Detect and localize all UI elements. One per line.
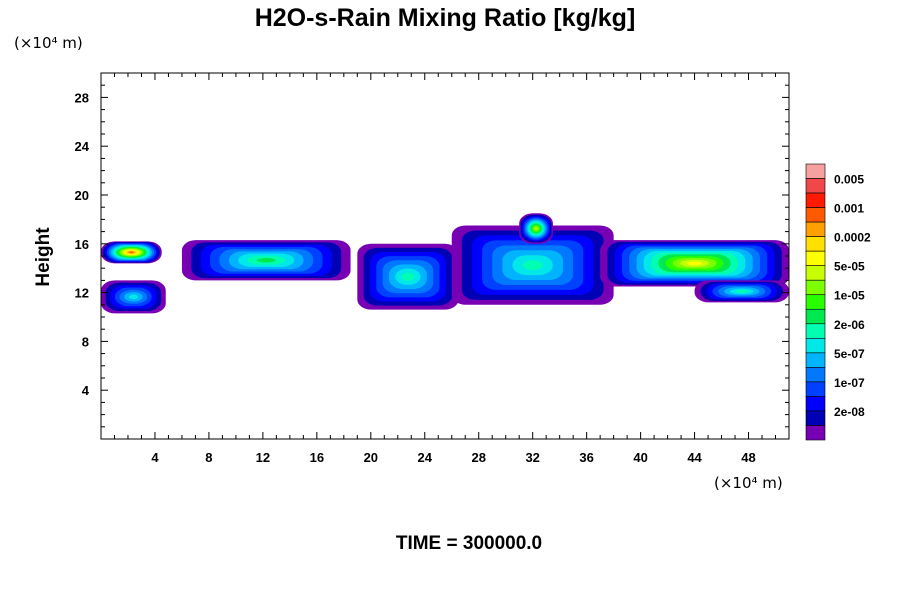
x-tick-label-36: 36	[579, 450, 593, 465]
x-tick-label-8: 8	[205, 450, 212, 465]
colorbar-label-7: 1e-07	[834, 376, 865, 390]
colorbar-swatch-12	[805, 338, 826, 354]
y-tick-label-28: 28	[75, 90, 89, 105]
x-tick-label-32: 32	[525, 450, 539, 465]
colorbar-swatch-17	[805, 410, 826, 426]
cloud-band-0-layer-15	[129, 251, 134, 254]
cloud-band-5-layer-11	[534, 227, 538, 230]
colorbar-swatch-10	[805, 308, 826, 325]
cloud-band-3-layer-7	[401, 272, 415, 281]
cloud-band-1-layer-6	[128, 294, 139, 300]
y-tick-label-8: 8	[82, 334, 89, 349]
x-tick-label-4: 4	[151, 450, 159, 465]
colorbar-swatch-8	[805, 279, 826, 296]
x-tick-label-44: 44	[687, 450, 702, 465]
colorbar-swatch-6	[805, 250, 826, 266]
y-unit-label: (×10⁴ m)	[14, 34, 83, 52]
x-tick-label-48: 48	[741, 450, 755, 465]
colorbar-label-6: 5e-07	[834, 347, 865, 361]
colorbar-swatch-11	[805, 323, 826, 339]
cloud-band-2-layer-8	[256, 258, 276, 263]
time-label: TIME = 300000.0	[396, 533, 542, 554]
x-tick-label-40: 40	[633, 450, 647, 465]
y-tick-label-16: 16	[75, 237, 89, 252]
y-axis-label: Height	[33, 227, 54, 287]
x-axis: 4 8 12 16 20 24 28 32 36 40 44 48	[113, 73, 777, 465]
colorbar-swatch-18	[805, 425, 826, 441]
colorbar-swatch-15	[805, 381, 826, 397]
y-tick-label-24: 24	[75, 139, 90, 154]
cloud-band-4-layer-7	[522, 260, 543, 271]
colorbar-swatch-9	[805, 294, 826, 310]
x-tick-label-12: 12	[256, 450, 270, 465]
colorbar-swatch-14	[805, 367, 826, 383]
x-tick-label-20: 20	[364, 450, 378, 465]
colorbar-swatch-0	[805, 163, 826, 179]
x-tick-label-16: 16	[310, 450, 324, 465]
colorbar-swatch-7	[805, 265, 826, 281]
colorbar-label-8: 2e-08	[834, 405, 865, 419]
x-tick-label-24: 24	[418, 450, 433, 465]
colorbar-label-5: 2e-06	[834, 318, 865, 332]
colorbar-label-2: 0.0002	[834, 231, 871, 245]
colorbar-swatch-4	[805, 221, 826, 237]
cloud-band-6-layer-12	[687, 261, 702, 266]
colorbar-label-1: 0.001	[834, 202, 864, 216]
colorbar-label-3: 5e-05	[834, 260, 865, 274]
y-axis: 4 8 12 16 20 24 28	[75, 84, 789, 428]
chart-title: H2O-s-Rain Mixing Ratio [kg/kg]	[255, 4, 636, 32]
colorbar-swatch-5	[805, 236, 826, 252]
y-tick-label-4: 4	[82, 383, 90, 398]
x-tick-label-28: 28	[471, 450, 485, 465]
colorbar: 0.005 0.001 0.0002 5e-05 1e-05 2e-06 5e-07 1e-0…	[805, 163, 871, 441]
data-field	[101, 213, 789, 314]
colorbar-swatch-2	[805, 192, 826, 208]
colorbar-swatch-3	[805, 207, 826, 223]
colorbar-label-4: 1e-05	[834, 289, 865, 303]
cloud-band-7-layer-7	[735, 290, 748, 293]
colorbar-swatch-13	[805, 352, 826, 368]
y-tick-label-20: 20	[75, 188, 89, 203]
y-tick-label-12: 12	[75, 286, 89, 301]
colorbar-label-0: 0.005	[834, 173, 864, 187]
colorbar-swatch-1	[805, 178, 826, 194]
x-unit-label: (×10⁴ m)	[714, 474, 783, 492]
colorbar-swatch-16	[805, 396, 826, 412]
